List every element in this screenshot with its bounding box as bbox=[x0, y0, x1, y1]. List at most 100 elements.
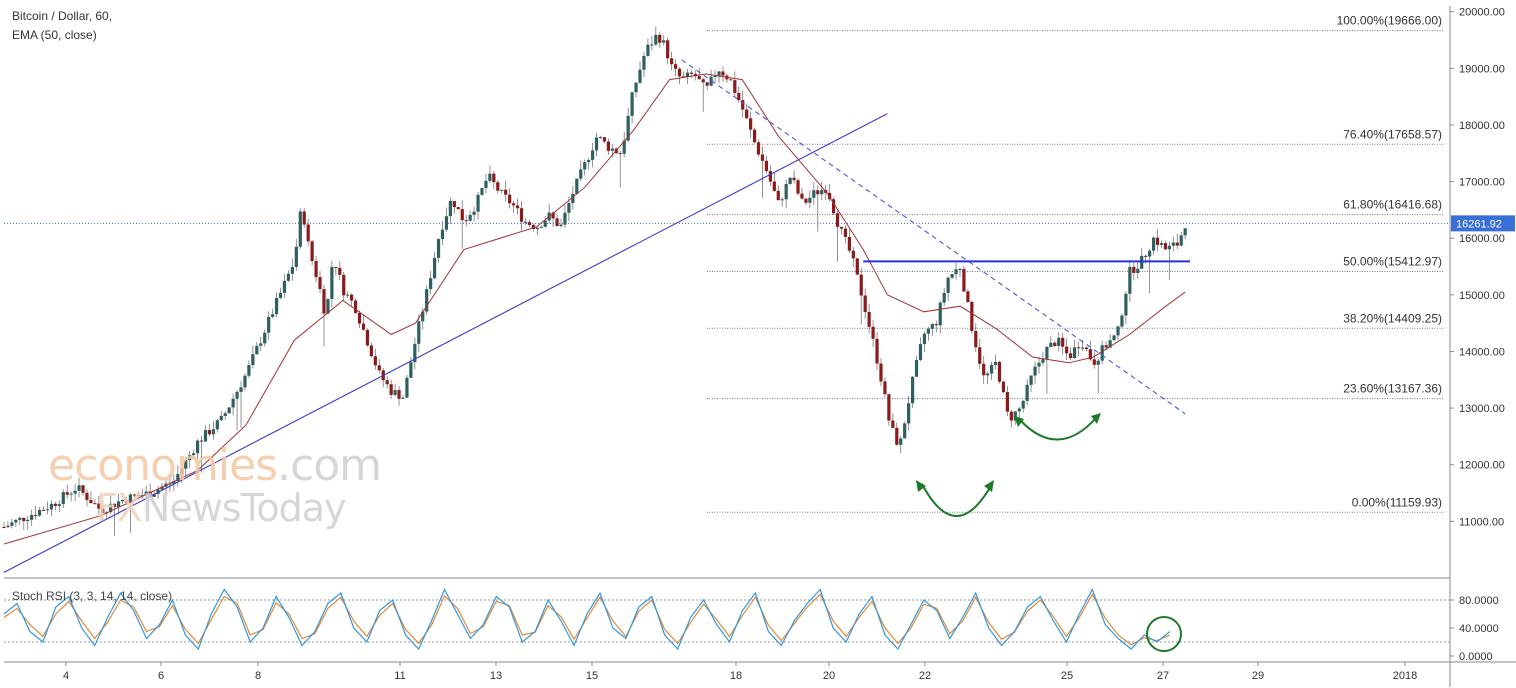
candle-body bbox=[701, 79, 705, 83]
candle-body bbox=[855, 258, 859, 275]
x-tick-label: 11 bbox=[394, 670, 405, 682]
candle-body bbox=[531, 224, 535, 229]
candle-body bbox=[89, 499, 93, 504]
candle-body bbox=[749, 118, 753, 130]
candle-body bbox=[282, 280, 287, 293]
candle-body bbox=[752, 129, 757, 143]
candle-body bbox=[298, 211, 302, 247]
candle-body bbox=[30, 514, 34, 520]
candle-body bbox=[53, 503, 57, 507]
osc-circle bbox=[1146, 616, 1182, 652]
candle-body bbox=[393, 390, 397, 395]
candle-body bbox=[397, 390, 401, 399]
candle-body bbox=[148, 491, 152, 497]
candle-body bbox=[81, 485, 85, 493]
candle-body bbox=[922, 333, 927, 345]
candle-body bbox=[1155, 237, 1160, 245]
candle-body bbox=[168, 483, 172, 485]
candle-body bbox=[310, 241, 314, 261]
candle-body bbox=[658, 34, 662, 43]
candle-body bbox=[1005, 392, 1009, 412]
candle-body bbox=[626, 115, 630, 141]
current-price-tag bbox=[1451, 215, 1515, 232]
candle-body bbox=[986, 373, 990, 376]
y-tick-label: 17000.00 bbox=[1459, 177, 1505, 189]
candle-body bbox=[974, 331, 978, 348]
candle-body bbox=[622, 140, 626, 154]
oscillator-label: Stoch RSI (3, 3, 14, 14, close) bbox=[12, 589, 173, 603]
candle-body bbox=[989, 364, 994, 374]
candle-body bbox=[831, 199, 836, 214]
candle-body bbox=[606, 141, 611, 151]
candle-body bbox=[938, 302, 942, 326]
candle-body bbox=[654, 34, 658, 45]
right-arc bbox=[1019, 417, 1097, 441]
candle-body bbox=[409, 362, 413, 378]
candle-body bbox=[1049, 342, 1053, 347]
candle-body bbox=[946, 277, 950, 293]
candle-body bbox=[1132, 266, 1136, 273]
osc-pane bbox=[4, 580, 1450, 662]
candles bbox=[2, 26, 1187, 537]
trendline-ascending bbox=[3, 113, 888, 573]
candle-body bbox=[45, 509, 50, 511]
candle-body bbox=[796, 180, 800, 194]
candle-body bbox=[1175, 242, 1179, 246]
candle-body bbox=[188, 455, 192, 461]
candle-body bbox=[863, 295, 867, 312]
candle-body bbox=[907, 403, 911, 424]
osc-tick-label: 80.0000 bbox=[1459, 595, 1499, 607]
candle-body bbox=[508, 194, 512, 204]
candle-body bbox=[251, 354, 255, 366]
candle-body bbox=[440, 229, 445, 240]
candle-body bbox=[539, 226, 543, 228]
candle-body bbox=[448, 201, 452, 217]
ema-label: EMA (50, close) bbox=[12, 28, 97, 42]
candle-body bbox=[903, 423, 907, 439]
y-tick-label: 20000.00 bbox=[1459, 7, 1505, 19]
candle-body bbox=[1124, 293, 1128, 316]
candle-body bbox=[642, 55, 646, 70]
candle-body bbox=[1076, 347, 1081, 349]
candle-body bbox=[452, 201, 456, 208]
candle-body bbox=[290, 266, 294, 274]
candle-body bbox=[800, 193, 804, 199]
candle-body bbox=[871, 326, 875, 339]
candle-body bbox=[670, 58, 674, 65]
y-tick-label: 13000.00 bbox=[1459, 403, 1505, 415]
candle-body bbox=[271, 314, 275, 317]
candle-body bbox=[369, 345, 373, 357]
candle-body bbox=[314, 260, 318, 278]
stoch-d-line bbox=[3, 593, 1171, 646]
candle-body bbox=[160, 486, 164, 490]
left-arc bbox=[921, 483, 993, 517]
osc-tick-label: 0.0000 bbox=[1459, 651, 1493, 663]
candle-body bbox=[666, 40, 670, 59]
candle-body bbox=[274, 297, 279, 315]
candle-body bbox=[504, 189, 508, 195]
candle-body bbox=[887, 394, 891, 421]
candle-body bbox=[267, 316, 271, 333]
osc-tick-label: 40.0000 bbox=[1459, 623, 1499, 635]
fib-level-label: 50.00%(15412.97) bbox=[1343, 254, 1442, 268]
candle-body bbox=[820, 190, 824, 195]
candle-body bbox=[417, 321, 421, 344]
candle-body bbox=[286, 273, 291, 281]
candle-body bbox=[859, 274, 863, 296]
candle-body bbox=[116, 501, 121, 507]
candle-body bbox=[57, 504, 61, 507]
candle-body bbox=[140, 495, 144, 497]
candle-body bbox=[598, 137, 603, 139]
candle-body bbox=[1013, 411, 1017, 421]
candle-body bbox=[610, 148, 614, 151]
candle-body bbox=[22, 517, 26, 522]
candle-body bbox=[1084, 347, 1088, 350]
candle-body bbox=[65, 492, 69, 495]
candle-body bbox=[1061, 337, 1065, 347]
candle-body bbox=[634, 82, 638, 93]
candle-body bbox=[1001, 381, 1006, 393]
candle-body bbox=[693, 73, 697, 77]
candle-body bbox=[511, 203, 516, 206]
candle-body bbox=[405, 377, 409, 398]
